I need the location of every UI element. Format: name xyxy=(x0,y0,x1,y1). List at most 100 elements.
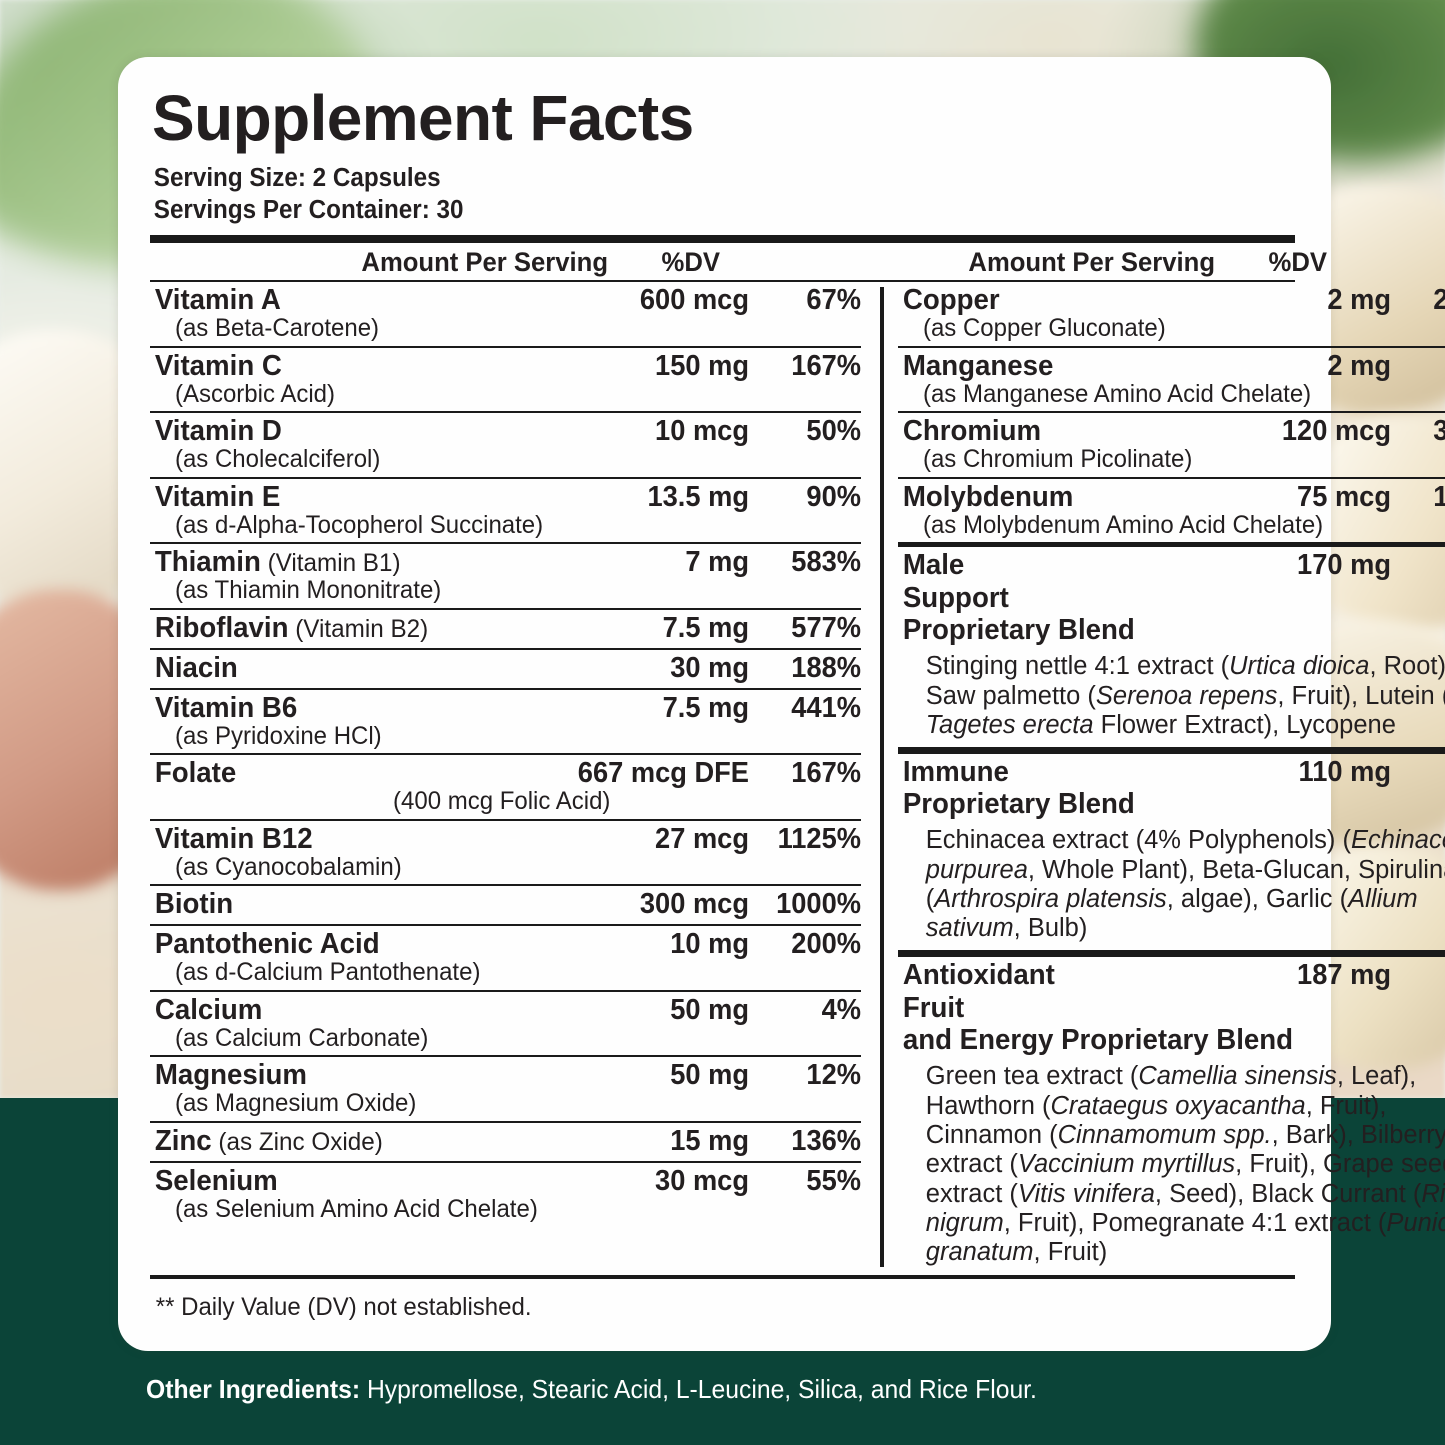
divider-top-thick xyxy=(150,234,1295,243)
nutrient-name: Biotin xyxy=(154,888,234,921)
nutrient-name: Thiamin (Vitamin B1) xyxy=(154,546,401,579)
nutrient-daily-value: 1125% xyxy=(777,822,861,855)
nutrient-source: (as Thiamin Mononitrate) xyxy=(174,576,442,605)
proprietary-blend-row: Male Support 170 mg** Proprietary Blend Sti… xyxy=(897,542,1445,750)
nutrient-row: Manganese 2 mg87% (as Manganese Amino Acid… xyxy=(897,348,1445,414)
blend-amount: 110 mg xyxy=(1298,756,1391,789)
nutrient-row: Vitamin E 13.5 mg 90% (as d-Alpha-Tocophero… xyxy=(150,479,861,545)
nutrient-name: Chromium xyxy=(902,415,1041,448)
column-header-amount-left: Amount Per Serving xyxy=(361,246,608,277)
blend-daily-value: ** xyxy=(1397,960,1445,991)
column-header-dv-right: %DV xyxy=(1268,246,1327,277)
nutrient-amount: 75 mcg xyxy=(1296,480,1391,513)
nutrient-amount: 15 mg xyxy=(669,1124,749,1157)
nutrient-amount: 13.5 mg xyxy=(647,480,749,513)
nutrient-daily-value: 577% xyxy=(791,611,861,644)
proprietary-blend-row: Immune 110 mg** Proprietary Blend Echinacea… xyxy=(897,749,1445,953)
nutrient-source: (as Chromium Picolinate) xyxy=(922,445,1193,474)
column-header-amount-right: Amount Per Serving xyxy=(968,246,1215,277)
nutrient-source: (as Selenium Amino Acid Chelate) xyxy=(174,1194,538,1223)
nutrient-daily-value: 90% xyxy=(806,480,861,513)
column-headers-left: Amount Per Serving %DV xyxy=(150,243,720,280)
nutrient-amount: 7.5 mg xyxy=(662,611,749,644)
nutrient-name: Magnesium xyxy=(154,1059,307,1092)
nutrient-row: Calcium 50 mg 4% (as Calcium Carbonate) xyxy=(150,992,861,1058)
serving-info: Serving Size: 2 Capsules Servings Per Co… xyxy=(150,162,1238,226)
blend-title-second-line: Proprietary Blend xyxy=(902,788,1135,821)
nutrient-daily-value: 55% xyxy=(806,1164,861,1197)
nutrient-source: (as d-Alpha-Tocopherol Succinate) xyxy=(174,510,544,539)
nutrient-name: Vitamin B12 xyxy=(154,822,313,855)
nutrient-daily-value: 188% xyxy=(791,651,861,684)
nutrient-name: Niacin xyxy=(154,651,238,684)
nutrient-name: Folate xyxy=(154,757,237,790)
blend-daily-value: ** xyxy=(1397,757,1445,788)
nutrient-daily-value: 222% xyxy=(1397,284,1445,317)
nutrient-daily-value: 87% xyxy=(1397,350,1445,383)
blend-title: Antioxidant Fruit xyxy=(902,959,1055,1025)
nutrient-row: Vitamin B6 7.5 mg 441% (as Pyridoxine HCl) xyxy=(150,690,861,756)
nutrient-daily-value: 167% xyxy=(791,757,861,790)
nutrient-name: Selenium xyxy=(154,1164,278,1197)
nutrient-row: Selenium 30 mcg 55% (as Selenium Amino Acid… xyxy=(150,1163,861,1227)
nutrient-amount: 150 mg xyxy=(654,349,749,382)
nutrient-row: Pantothenic Acid 10 mg 200% (as d-Calcium P… xyxy=(150,926,861,992)
nutrient-name-qualifier: (as Zinc Oxide) xyxy=(211,1127,383,1156)
nutrient-name: Vitamin E xyxy=(154,480,281,513)
nutrient-name: Vitamin D xyxy=(154,415,282,448)
nutrient-row: Vitamin A 600 mcg 67% (as Beta-Carotene) xyxy=(150,282,861,348)
nutrient-source: (400 mcg Folic Acid) xyxy=(393,787,611,816)
nutrient-row: Vitamin B12 27 mcg 1125% (as Cyanocobalamin… xyxy=(150,821,861,887)
blend-ingredients: Stinging nettle 4:1 extract (Urtica dioi… xyxy=(925,652,1445,739)
nutrient-row: Molybdenum 75 mcg167% (as Molybdenum Amino… xyxy=(898,479,1445,543)
nutrient-amount: 30 mcg xyxy=(654,1164,749,1197)
nutrient-amount: 10 mg xyxy=(669,928,749,961)
nutrient-name: Vitamin C xyxy=(154,349,282,382)
nutrient-amount: 2 mg xyxy=(1326,349,1391,382)
nutrient-source: (Ascorbic Acid) xyxy=(174,379,336,408)
nutrient-row: Vitamin C 150 mg 167% (Ascorbic Acid) xyxy=(150,348,861,414)
nutrient-name: Vitamin B6 xyxy=(154,691,298,724)
nutrient-amount: 27 mcg xyxy=(654,822,749,855)
nutrient-daily-value: 167% xyxy=(791,349,861,382)
blend-daily-value: ** xyxy=(1397,550,1445,581)
nutrient-name: Vitamin A xyxy=(154,284,281,317)
nutrient-daily-value: 136% xyxy=(791,1124,861,1157)
nutrient-row: Folate 667 mcg DFE 167% (400 mcg Folic Acid… xyxy=(150,755,861,821)
nutrient-name: Copper xyxy=(902,284,1000,317)
nutrient-row: Niacin 30 mg 188% xyxy=(150,650,861,690)
nutrient-amount: 600 mcg xyxy=(639,284,749,317)
blend-title: Immune xyxy=(902,756,1009,789)
column-header-band: Amount Per Serving %DV Amount Per Servin… xyxy=(150,243,1327,280)
nutrient-amount: 120 mcg xyxy=(1281,415,1391,448)
nutrient-row: Riboflavin (Vitamin B2) 7.5 mg 577% xyxy=(150,610,861,650)
blend-amount: 170 mg xyxy=(1296,549,1391,582)
nutrient-source: (as d-Calcium Pantothenate) xyxy=(174,958,481,987)
nutrient-name: Calcium xyxy=(154,993,263,1026)
blend-title-second-line: and Energy Proprietary Blend xyxy=(902,1024,1293,1057)
nutrient-daily-value: 441% xyxy=(791,691,861,724)
blend-ingredients: Green tea extract (Camellia sinensis, Le… xyxy=(925,1062,1445,1267)
blend-ingredients: Echinacea extract (4% Polyphenols) (Echi… xyxy=(925,826,1445,943)
other-ingredients-text: Hypromellose, Stearic Acid, L-Leucine, S… xyxy=(360,1374,1037,1404)
nutrient-amount: 300 mcg xyxy=(639,888,749,921)
nutrient-daily-value: 583% xyxy=(791,546,861,579)
nutrient-daily-value: 343% xyxy=(1397,415,1445,448)
nutrient-amount: 50 mg xyxy=(669,1059,749,1092)
nutrient-column-right: Copper 2 mg222% (as Copper Gluconate) Manga… xyxy=(897,282,1445,1274)
nutrient-daily-value: 12% xyxy=(806,1059,861,1092)
nutrient-amount: 30 mg xyxy=(669,651,749,684)
blend-amount: 187 mg xyxy=(1296,959,1391,992)
nutrient-amount: 10 mcg xyxy=(654,415,749,448)
column-header-dv-left: %DV xyxy=(661,246,720,277)
nutrient-source: (as Beta-Carotene) xyxy=(174,314,380,343)
column-divider xyxy=(861,282,898,1274)
nutrient-name: Molybdenum xyxy=(902,480,1074,513)
nutrient-source: (as Magnesium Oxide) xyxy=(174,1089,417,1118)
nutrient-amount: 50 mg xyxy=(669,993,749,1026)
other-ingredients-label: Other Ingredients: xyxy=(146,1374,361,1404)
divider-bottom-thick xyxy=(150,1274,1295,1280)
column-headers-right: Amount Per Serving %DV xyxy=(757,243,1327,280)
other-ingredients: Other Ingredients: Hypromellose, Stearic… xyxy=(146,1374,1324,1405)
supplement-facts-panel: Supplement Facts Serving Size: 2 Capsule… xyxy=(118,57,1445,1351)
